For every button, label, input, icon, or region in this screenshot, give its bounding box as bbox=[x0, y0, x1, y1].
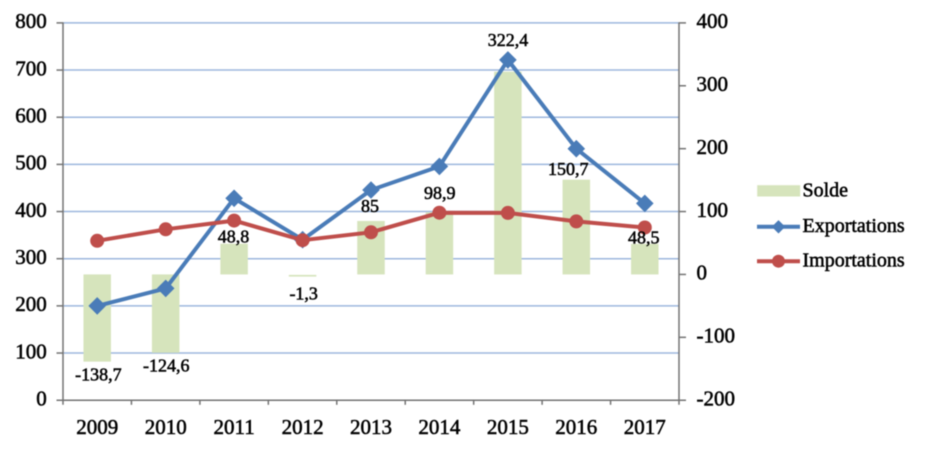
svg-text:48,5: 48,5 bbox=[628, 227, 660, 247]
svg-text:700: 700 bbox=[15, 56, 47, 80]
svg-text:100: 100 bbox=[15, 339, 47, 363]
svg-text:Importations: Importations bbox=[803, 250, 905, 272]
svg-text:Exportations: Exportations bbox=[803, 215, 905, 237]
svg-text:400: 400 bbox=[15, 198, 47, 222]
svg-text:150,7: 150,7 bbox=[548, 159, 589, 179]
svg-text:-1,3: -1,3 bbox=[289, 284, 318, 304]
svg-text:2010: 2010 bbox=[145, 415, 187, 439]
svg-text:Solde: Solde bbox=[803, 180, 849, 202]
svg-text:2017: 2017 bbox=[624, 415, 666, 439]
svg-text:300: 300 bbox=[697, 72, 729, 96]
svg-text:0: 0 bbox=[36, 387, 47, 411]
svg-text:85: 85 bbox=[361, 196, 379, 216]
svg-text:2009: 2009 bbox=[76, 415, 118, 439]
svg-text:600: 600 bbox=[15, 104, 47, 128]
svg-text:0: 0 bbox=[697, 261, 708, 285]
svg-text:-138,7: -138,7 bbox=[75, 365, 122, 385]
svg-text:200: 200 bbox=[697, 135, 729, 159]
svg-text:800: 800 bbox=[15, 9, 47, 33]
svg-text:-100: -100 bbox=[697, 324, 736, 348]
svg-text:2013: 2013 bbox=[350, 415, 392, 439]
svg-text:300: 300 bbox=[15, 245, 47, 269]
svg-text:2012: 2012 bbox=[282, 415, 324, 439]
svg-text:98,9: 98,9 bbox=[424, 183, 456, 203]
svg-text:2011: 2011 bbox=[213, 415, 254, 439]
svg-text:2015: 2015 bbox=[487, 415, 529, 439]
svg-text:200: 200 bbox=[15, 292, 47, 316]
svg-text:400: 400 bbox=[697, 9, 729, 33]
svg-text:2014: 2014 bbox=[418, 415, 461, 439]
svg-text:322,4: 322,4 bbox=[488, 30, 529, 50]
svg-text:500: 500 bbox=[15, 151, 47, 175]
svg-text:2016: 2016 bbox=[555, 415, 597, 439]
svg-text:48,8: 48,8 bbox=[218, 226, 250, 246]
svg-text:-200: -200 bbox=[697, 387, 736, 411]
svg-text:100: 100 bbox=[697, 198, 729, 222]
svg-text:-124,6: -124,6 bbox=[143, 355, 190, 375]
